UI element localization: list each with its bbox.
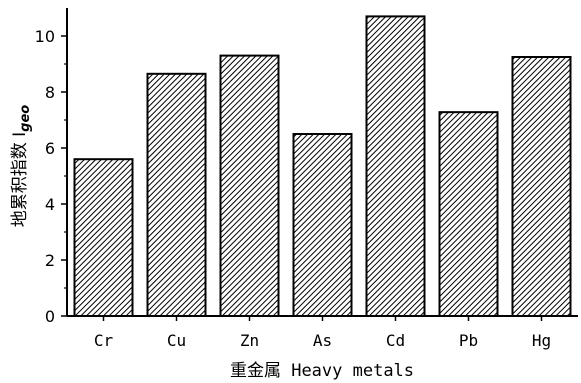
x-axis-title: 重金属 Heavy metals <box>230 361 414 381</box>
y-ticks-group: 0 2 4 6 8 10 <box>35 27 67 326</box>
y-tick-label-10: 10 <box>35 27 55 46</box>
y-axis-title-main: 地累积指数 I <box>10 132 30 227</box>
x-tick-labels-group: Cr Cu Zn As Cd Pb Hg <box>94 316 551 350</box>
x-tick-label-cu: Cu <box>167 331 186 350</box>
y-axis-title-subscript: geo <box>18 105 33 132</box>
bar-hg <box>511 56 572 317</box>
bar-cr <box>73 158 134 317</box>
bar-cu <box>146 72 207 317</box>
bar-cd <box>365 15 426 318</box>
x-tick-label-pb: Pb <box>459 331 478 350</box>
bar-pb <box>438 111 499 317</box>
y-tick-label-6: 6 <box>45 139 55 158</box>
y-tick-label-2: 2 <box>45 251 55 270</box>
x-tick-label-cd: Cd <box>386 331 405 350</box>
bar-zn <box>219 54 280 317</box>
bars-group <box>73 15 572 318</box>
y-tick-label-8: 8 <box>45 83 55 102</box>
y-axis-title: 地累积指数 Igeo <box>10 105 33 228</box>
x-tick-label-cr: Cr <box>94 331 114 350</box>
x-tick-label-hg: Hg <box>532 331 551 350</box>
x-tick-label-as: As <box>313 331 332 350</box>
bar-as <box>292 133 353 317</box>
y-tick-label-0: 0 <box>45 307 55 326</box>
y-tick-label-4: 4 <box>45 195 55 214</box>
x-tick-label-zn: Zn <box>240 331 259 350</box>
